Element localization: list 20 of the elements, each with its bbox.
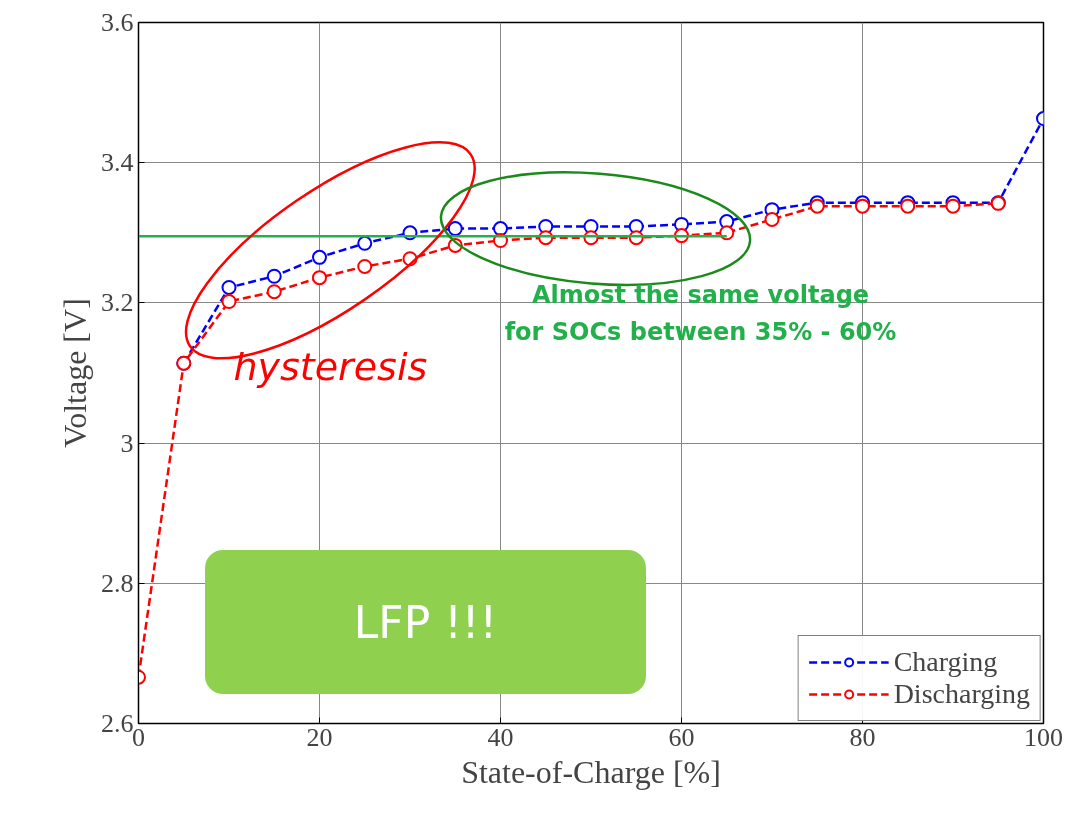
legend-label: Discharging [893,678,1030,710]
x-tick-label: 100 [1024,722,1063,752]
y-tick-label: 2.8 [101,568,134,598]
annotation: hysteresis [233,345,428,390]
y-tick-label: 3.6 [101,8,134,37]
x-axis-title: State-of-Charge [%] [461,753,721,790]
y-tick-label: 3.2 [101,288,134,318]
y-tick-label: 3.4 [101,148,134,178]
x-tick-label: 80 [849,722,876,752]
legend-label: Charging [893,646,998,678]
x-tick-label: 40 [487,722,514,752]
annotation: LFP !!! [353,596,498,648]
x-tick-label: 20 [306,722,333,752]
y-axis-title: Voltage [V] [57,298,93,448]
x-tick-label: 60 [668,722,695,752]
annotation: Almost the same voltage for SOCs between 35% - 60% [504,281,897,346]
y-tick-label: 2.6 [101,709,134,738]
picture-label-box: LFP !!! [205,550,646,694]
x-tick-label: 0 [132,722,145,752]
y-tick-label: 3 [120,428,134,458]
